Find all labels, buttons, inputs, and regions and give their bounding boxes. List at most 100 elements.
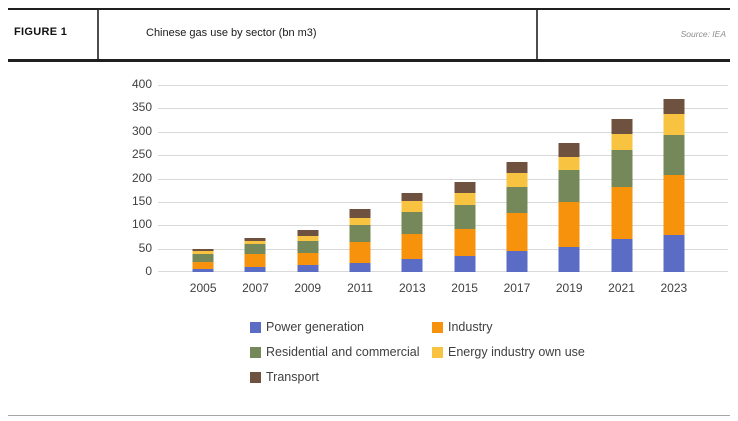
- bar-segment: [506, 250, 528, 272]
- source-attribution: Source: IEA: [680, 29, 726, 39]
- stacked-bar-2005: [192, 249, 214, 272]
- bar-slot-2013: [386, 85, 438, 272]
- bar-segment: [244, 241, 266, 245]
- bar-segment: [349, 263, 371, 272]
- y-tick-label-350: 350: [131, 100, 152, 115]
- gridline-0: [158, 271, 728, 272]
- bar-segment: [454, 181, 476, 194]
- bar-slot-2019: [543, 85, 595, 272]
- legend-swatch-icon: [250, 346, 261, 358]
- bar-slot-2015: [438, 85, 490, 272]
- y-tick-label-200: 200: [131, 170, 152, 185]
- bar-segment: [297, 235, 319, 242]
- legend-label: Transport: [266, 370, 320, 384]
- y-axis-labels: 0 50 100 150 200 250 300 350 400: [114, 78, 152, 277]
- bar-segment: [611, 118, 633, 135]
- bar-segment: [401, 233, 423, 260]
- gridline-350: [158, 108, 728, 110]
- bar-segment: [558, 246, 580, 272]
- bar-segment: [558, 143, 580, 157]
- stacked-bar-2021: [611, 118, 633, 272]
- x-axis-labels: 2005 2007 2009 2011 2013 2015 2017 2019 2021 2023: [177, 281, 700, 295]
- bar-segment: [192, 262, 214, 270]
- stacked-bar-2023: [663, 98, 685, 272]
- bar-slot-2009: [282, 85, 334, 272]
- x-tick-label-2019: 2019: [555, 281, 583, 295]
- top-rule: [8, 8, 730, 10]
- legend-swatch-icon: [432, 346, 443, 358]
- stacked-bar-2013: [401, 192, 423, 272]
- bar-segment: [349, 242, 371, 264]
- header-bottom-rule: [8, 59, 730, 62]
- x-tick-label-2013: 2013: [398, 281, 426, 295]
- figure-number-label: FIGURE 1: [14, 26, 68, 38]
- bar-segment: [244, 254, 266, 268]
- gridline-250: [158, 155, 728, 157]
- header-divider-right: [536, 10, 538, 59]
- bar-slot-2011: [334, 85, 386, 272]
- x-tick-label-2023: 2023: [660, 281, 688, 295]
- bar-segment: [663, 114, 685, 135]
- bar-segment: [192, 269, 214, 272]
- gridline-300: [158, 131, 728, 133]
- bar-segment: [192, 251, 214, 255]
- y-tick-label-400: 400: [131, 77, 152, 91]
- bar-segment: [663, 134, 685, 175]
- bar-segment: [297, 253, 319, 266]
- gridline-150: [158, 201, 728, 203]
- bar-segment: [558, 156, 580, 171]
- x-tick-label-2017: 2017: [503, 281, 531, 295]
- bar-segment: [663, 174, 685, 235]
- stacked-bar-2009: [297, 229, 319, 272]
- legend-item-residential-and-commercial: Residential and commercial: [250, 345, 432, 359]
- legend-item-energy-industry-own-use: Energy industry own use: [432, 345, 585, 359]
- gridline-100: [158, 225, 728, 227]
- bar-segment: [454, 255, 476, 272]
- bar-segment: [349, 209, 371, 218]
- bar-segment: [297, 265, 319, 272]
- legend-swatch-icon: [250, 321, 261, 333]
- legend-label: Power generation: [266, 320, 364, 334]
- x-tick-label-2021: 2021: [608, 281, 635, 295]
- bar-segment: [611, 239, 633, 272]
- y-tick-label-100: 100: [131, 217, 152, 232]
- bar-segment: [297, 229, 319, 236]
- stacked-bar-2017: [506, 161, 528, 272]
- chart-legend: Power generation Industry Residential and …: [250, 320, 585, 384]
- legend-label: Industry: [448, 320, 493, 334]
- bar-segment: [506, 161, 528, 174]
- figure-title: Chinese gas use by sector (bn m3): [146, 27, 317, 39]
- bar-slot-2005: [177, 85, 229, 272]
- bottom-rule: [8, 415, 730, 416]
- stacked-bar-2011: [349, 209, 371, 272]
- y-tick-label-250: 250: [131, 147, 152, 162]
- bars-container: [177, 85, 700, 272]
- bar-segment: [192, 249, 214, 252]
- bar-slot-2021: [595, 85, 647, 272]
- plot-area: [158, 85, 728, 272]
- bar-segment: [611, 134, 633, 150]
- x-tick-label-2009: 2009: [294, 281, 322, 295]
- bar-segment: [244, 267, 266, 272]
- bar-segment: [401, 200, 423, 213]
- gridline-200: [158, 178, 728, 180]
- x-tick-label-2005: 2005: [189, 281, 217, 295]
- legend-item-transport: Transport: [250, 370, 432, 384]
- x-tick-label-2007: 2007: [242, 281, 269, 295]
- bar-segment: [454, 193, 476, 206]
- y-tick-label-300: 300: [131, 123, 152, 138]
- bar-segment: [401, 212, 423, 234]
- gridline-50: [158, 248, 728, 250]
- header-divider-left: [97, 10, 99, 59]
- gridline-400: [158, 85, 728, 86]
- bar-segment: [558, 170, 580, 203]
- legend-label: Residential and commercial: [266, 345, 420, 359]
- bar-slot-2017: [491, 85, 543, 272]
- legend-item-industry: Industry: [432, 320, 585, 334]
- bar-segment: [244, 244, 266, 255]
- bar-segment: [192, 254, 214, 263]
- bar-segment: [663, 98, 685, 115]
- bar-slot-2007: [229, 85, 281, 272]
- bar-segment: [558, 202, 580, 247]
